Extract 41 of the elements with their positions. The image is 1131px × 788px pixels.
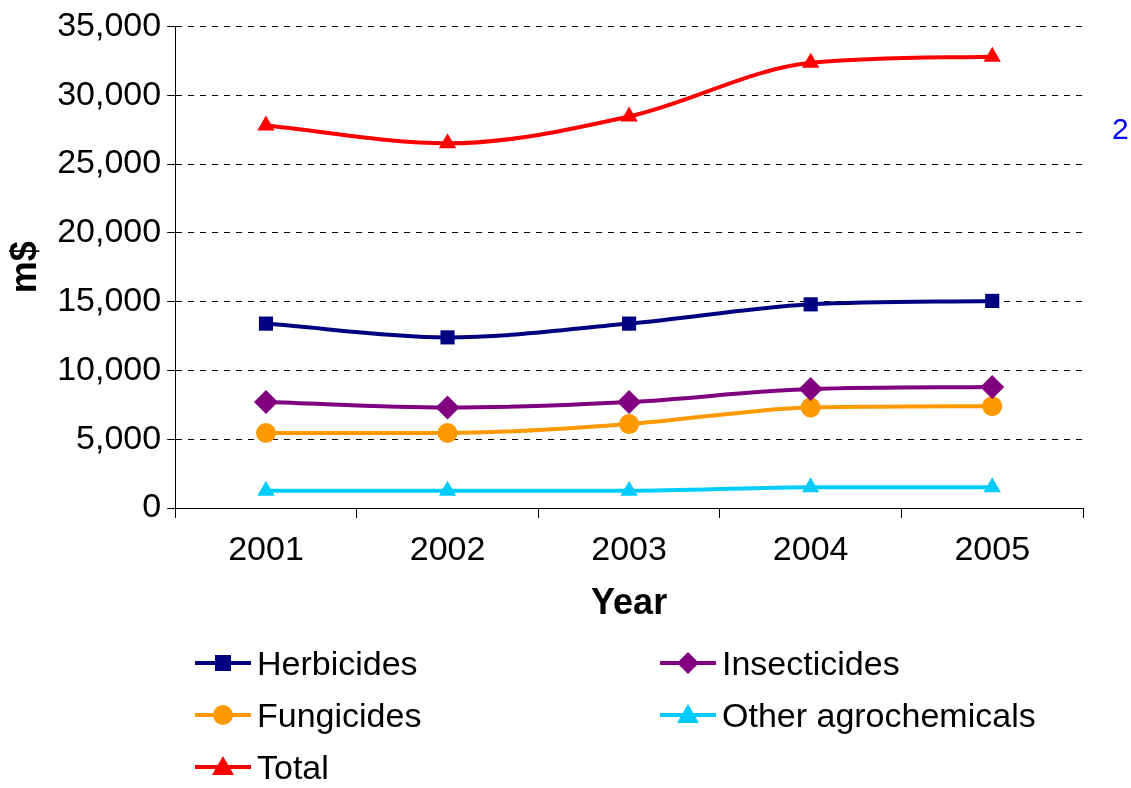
y-tick-label: 10,000 [57, 348, 162, 387]
x-tick-label: 2001 [228, 528, 304, 567]
point [980, 374, 1005, 399]
point [619, 414, 640, 435]
point [800, 397, 821, 418]
x-tick-label: 2005 [954, 528, 1031, 567]
legend-label: Fungicides [257, 695, 422, 735]
point [255, 423, 276, 444]
point [440, 330, 455, 345]
point [437, 423, 458, 444]
x-tick-label: 2004 [772, 528, 849, 567]
text: 2 [1112, 112, 1129, 145]
y-tick-label: 0 [142, 486, 162, 525]
x-tick-label: 2003 [591, 528, 667, 567]
y-tick-label: 5,000 [76, 417, 162, 456]
y-axis-title: m$ [2, 241, 44, 294]
y-tick-label: 20,000 [57, 211, 162, 250]
point [253, 390, 278, 415]
point [983, 46, 1001, 62]
point [257, 115, 275, 131]
point [617, 390, 642, 415]
y-tick-label: 15,000 [57, 279, 162, 318]
point [798, 376, 823, 401]
point [435, 395, 460, 420]
y-tick-label: 30,000 [57, 73, 162, 112]
x-axis-title: Year [591, 581, 668, 623]
y-tick-label: 25,000 [57, 142, 162, 181]
point [622, 316, 637, 331]
point [803, 297, 818, 312]
point [985, 293, 1000, 308]
x-tick-label: 2002 [409, 528, 486, 567]
y-tick-label: 35,000 [57, 4, 162, 43]
point [802, 52, 820, 68]
point [982, 396, 1003, 417]
point [438, 133, 457, 149]
point [620, 106, 638, 122]
legend-label: Insecticides [722, 643, 900, 683]
legend-label: Herbicides [257, 643, 418, 683]
legend-label: Total [257, 747, 329, 787]
legend-label: Other agrochemicals [722, 695, 1036, 735]
point [258, 316, 274, 331]
